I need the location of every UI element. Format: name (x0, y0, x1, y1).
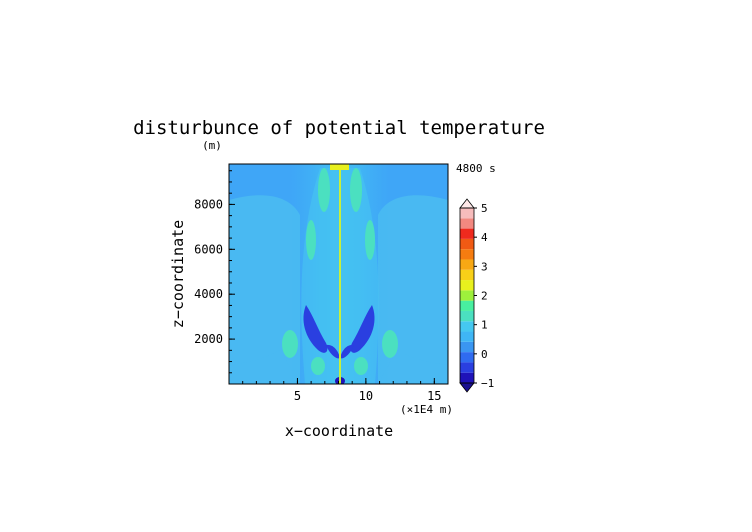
colorbar: 5 4 3 2 1 0 −1 (459, 198, 494, 393)
colorbar-segment (460, 280, 474, 291)
cold-lobe (340, 344, 354, 359)
warm-lobe (382, 330, 398, 358)
plot-area (229, 164, 448, 384)
colorbar-segment (460, 238, 474, 250)
cold-lobe (326, 344, 340, 359)
y-axis-label: z−coordinate (169, 220, 187, 328)
top-cap (330, 164, 349, 170)
colorbar-segment (460, 310, 474, 322)
warm-lobe (365, 220, 375, 260)
colorbar-segment (460, 259, 474, 270)
time-label: 4800 s (456, 162, 496, 175)
background-band (229, 350, 300, 384)
background-band (229, 195, 300, 384)
colorbar-segment (460, 300, 474, 311)
warm-lobe (282, 330, 298, 358)
colorbar-label: 2 (481, 290, 488, 303)
y-tick-label: 8000 (194, 197, 223, 211)
colorbar-segment (460, 372, 474, 383)
colorbar-segment (460, 362, 474, 373)
warm-lobe (306, 220, 316, 260)
cold-lobe (303, 305, 328, 353)
background-band (378, 350, 448, 384)
x-unit-label: (×1E4 m) (400, 403, 453, 416)
colorbar-under-triangle (459, 382, 475, 393)
colorbar-segment (460, 218, 474, 229)
warm-lobe (311, 357, 325, 375)
colorbar-segment (460, 228, 474, 239)
y-tick-label: 2000 (194, 332, 223, 346)
cold-lobe (350, 305, 375, 353)
colorbar-label: 0 (481, 348, 488, 361)
x-axis-label: x−coordinate (285, 422, 393, 440)
x-tick-label: 15 (427, 389, 441, 403)
colorbar-segment (460, 208, 474, 219)
x-tick-label: 10 (359, 389, 373, 403)
warm-lobe (350, 168, 362, 212)
warm-lobe (354, 357, 368, 375)
colorbar-label: 1 (481, 319, 488, 332)
colorbar-segment (460, 269, 474, 281)
y-axis: 2000 4000 6000 8000 (194, 170, 235, 374)
chart-title: disturbunce of potential temperature (133, 117, 545, 139)
x-tick-label: 5 (294, 389, 301, 403)
colorbar-segment (460, 352, 474, 363)
colorbar-segment (460, 341, 474, 353)
x-axis: 5 10 15 (242, 378, 449, 403)
y-tick-label: 4000 (194, 287, 223, 301)
y-tick-label: 6000 (194, 242, 223, 256)
warm-lobe (318, 168, 330, 212)
colorbar-over-triangle (459, 198, 475, 209)
colorbar-segment (460, 290, 474, 301)
colorbar-label: 5 (481, 202, 488, 215)
y-unit-label: (m) (202, 139, 222, 152)
colorbar-label: 3 (481, 260, 488, 273)
colorbar-segment (460, 249, 474, 260)
colorbar-label: −1 (481, 377, 494, 390)
colorbar-segment (460, 331, 474, 342)
colorbar-segment (460, 321, 474, 332)
colorbar-label: 4 (481, 231, 488, 244)
